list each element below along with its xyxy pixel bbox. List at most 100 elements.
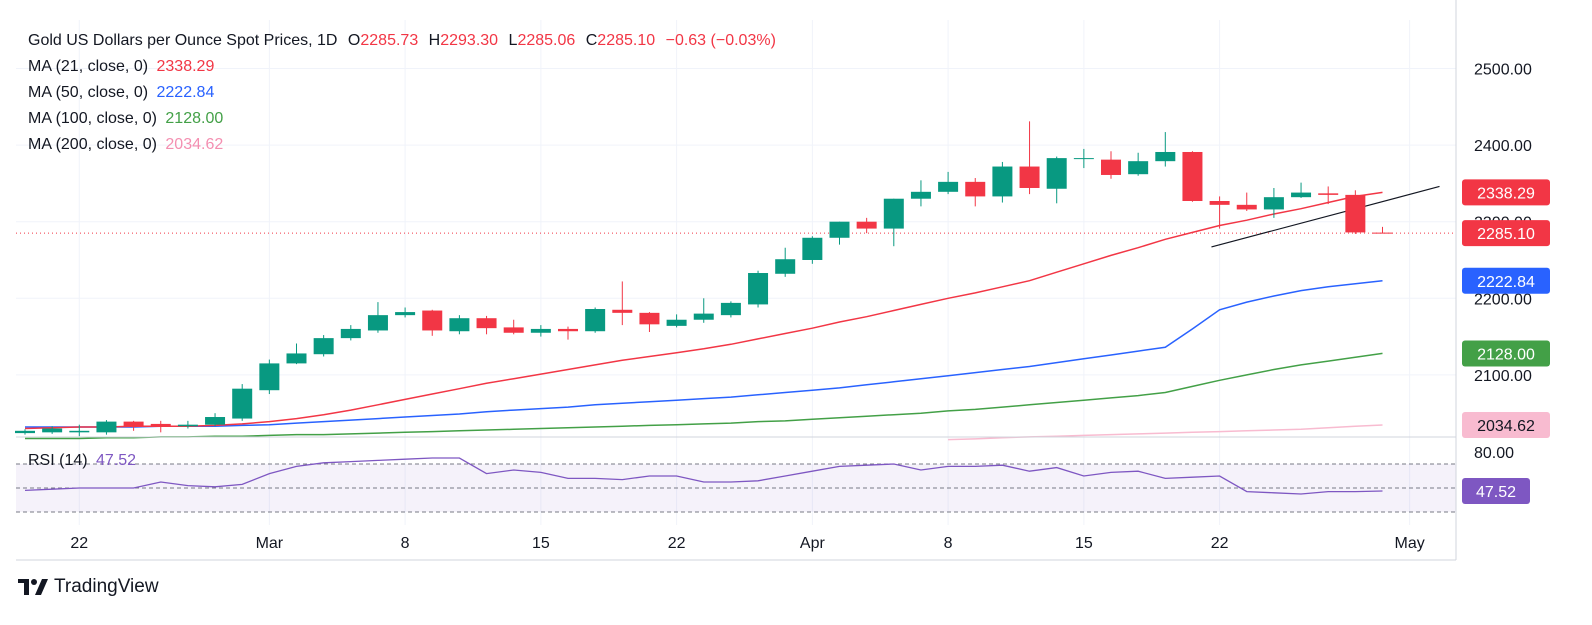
x-tick-label: 15 xyxy=(1075,535,1093,552)
y-tick-label: 2500.00 xyxy=(1474,61,1532,78)
candle xyxy=(42,426,63,434)
candle xyxy=(856,217,877,234)
x-tick-label: Apr xyxy=(800,535,826,552)
candle xyxy=(965,178,986,207)
price-badge-bg xyxy=(1462,411,1550,438)
candle xyxy=(1236,192,1257,211)
candle xyxy=(585,307,606,333)
candle-body xyxy=(395,312,416,316)
x-tick-label: 22 xyxy=(668,535,686,552)
candle xyxy=(395,307,416,318)
price-badge: 2034.62 xyxy=(1462,411,1550,438)
candle xyxy=(177,420,198,429)
ma21-legend: MA (21, close, 0) 2338.29 xyxy=(28,54,776,80)
candle xyxy=(775,247,796,277)
candle xyxy=(1372,226,1393,234)
candle-body xyxy=(123,421,144,427)
candle-body xyxy=(177,424,198,427)
candle xyxy=(530,325,551,337)
ma100-legend: MA (100, close, 0) 2128.00 xyxy=(28,106,776,132)
candle xyxy=(1019,121,1040,195)
candle xyxy=(449,315,470,335)
tradingview-brand[interactable]: TradingView xyxy=(18,576,159,598)
candle-body xyxy=(883,198,904,229)
price-badge-label: 2128.00 xyxy=(1477,346,1535,363)
y-tick-label: 2400.00 xyxy=(1474,138,1532,155)
price-badges: 2338.29 2285.10 2222.84 2128.00 2034.62 47.52 xyxy=(1462,179,1550,504)
ma100-label: MA (100, close, 0) xyxy=(28,110,157,127)
candle-body xyxy=(1263,197,1284,210)
y-tick-label: 2200.00 xyxy=(1474,291,1532,308)
ma21-label: MA (21, close, 0) xyxy=(28,58,149,75)
candle-body xyxy=(42,428,63,433)
price-badge-bg xyxy=(1462,179,1550,206)
candle xyxy=(720,301,741,318)
brand-label: TradingView xyxy=(54,576,159,597)
price-badge-label: 2222.84 xyxy=(1477,274,1535,291)
candle xyxy=(1073,148,1094,169)
candle-body xyxy=(992,166,1013,197)
x-tick-label: Mar xyxy=(256,535,284,552)
candle xyxy=(693,298,714,323)
low-label: L xyxy=(508,32,518,49)
rsi-value: 47.52 xyxy=(96,452,137,469)
price-badge: 2338.29 xyxy=(1462,179,1550,206)
candle xyxy=(205,413,226,427)
ma50-legend: MA (50, close, 0) 2222.84 xyxy=(28,80,776,106)
candle-body xyxy=(1291,192,1312,198)
candle-body xyxy=(96,421,117,433)
candle xyxy=(1291,182,1312,198)
y-tick-label: 2100.00 xyxy=(1474,368,1532,385)
axes: 2100.002200.002300.002400.002500.0022Mar… xyxy=(16,0,1532,561)
candle-body xyxy=(476,318,497,329)
candle xyxy=(503,319,524,335)
candle-body xyxy=(639,312,660,325)
ohlc-header: Gold US Dollars per Ounce Spot Prices, 1… xyxy=(28,28,776,54)
ma21-line xyxy=(24,191,1383,430)
close-value: 2285.10 xyxy=(597,32,656,49)
x-tick-label: 8 xyxy=(401,535,410,552)
candle-body xyxy=(150,423,171,427)
tradingview-logo-icon xyxy=(18,579,48,595)
candle xyxy=(1209,196,1230,229)
candle xyxy=(883,198,904,247)
candle-body xyxy=(232,388,253,419)
candle xyxy=(69,424,90,437)
price-badge-label: 2034.62 xyxy=(1477,418,1535,435)
rsi-band xyxy=(16,463,1456,513)
rsi-line xyxy=(24,457,1383,495)
candle-body xyxy=(1345,194,1366,233)
chart-title: Gold US Dollars per Ounce Spot Prices, 1… xyxy=(28,32,338,49)
candle xyxy=(910,180,931,207)
x-tick-label: 15 xyxy=(532,535,550,552)
low-value: 2285.06 xyxy=(517,32,576,49)
x-tick-label: 8 xyxy=(944,535,953,552)
change-value: −0.63 (−0.03%) xyxy=(665,32,776,49)
rsi-line xyxy=(24,457,1383,495)
candle xyxy=(1182,151,1203,202)
ma200-label: MA (200, close, 0) xyxy=(28,136,157,153)
candle-body xyxy=(720,302,741,316)
price-badge-bg xyxy=(1462,220,1550,247)
candle-body xyxy=(938,181,959,192)
ma21-value: 2338.29 xyxy=(156,58,215,75)
chart-legend: Gold US Dollars per Ounce Spot Prices, 1… xyxy=(28,28,776,158)
candle-body xyxy=(449,318,470,332)
ma50-line xyxy=(25,280,1383,428)
candle xyxy=(313,335,334,357)
candle-body xyxy=(313,338,334,355)
candle xyxy=(938,171,959,195)
ma200-value: 2034.62 xyxy=(165,136,224,153)
x-tick-label: 22 xyxy=(1211,535,1229,552)
candle xyxy=(422,309,443,336)
candle-body xyxy=(748,273,769,305)
rsi-label: RSI (14) xyxy=(28,452,88,469)
candle xyxy=(1128,152,1149,176)
candle-body xyxy=(829,221,850,238)
price-badge-bg xyxy=(1462,267,1550,294)
candle xyxy=(992,161,1013,203)
candle xyxy=(748,270,769,308)
candle-body xyxy=(15,430,35,434)
candle xyxy=(1263,187,1284,218)
